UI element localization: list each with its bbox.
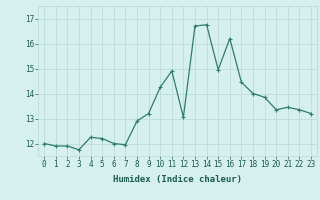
X-axis label: Humidex (Indice chaleur): Humidex (Indice chaleur) <box>113 175 242 184</box>
